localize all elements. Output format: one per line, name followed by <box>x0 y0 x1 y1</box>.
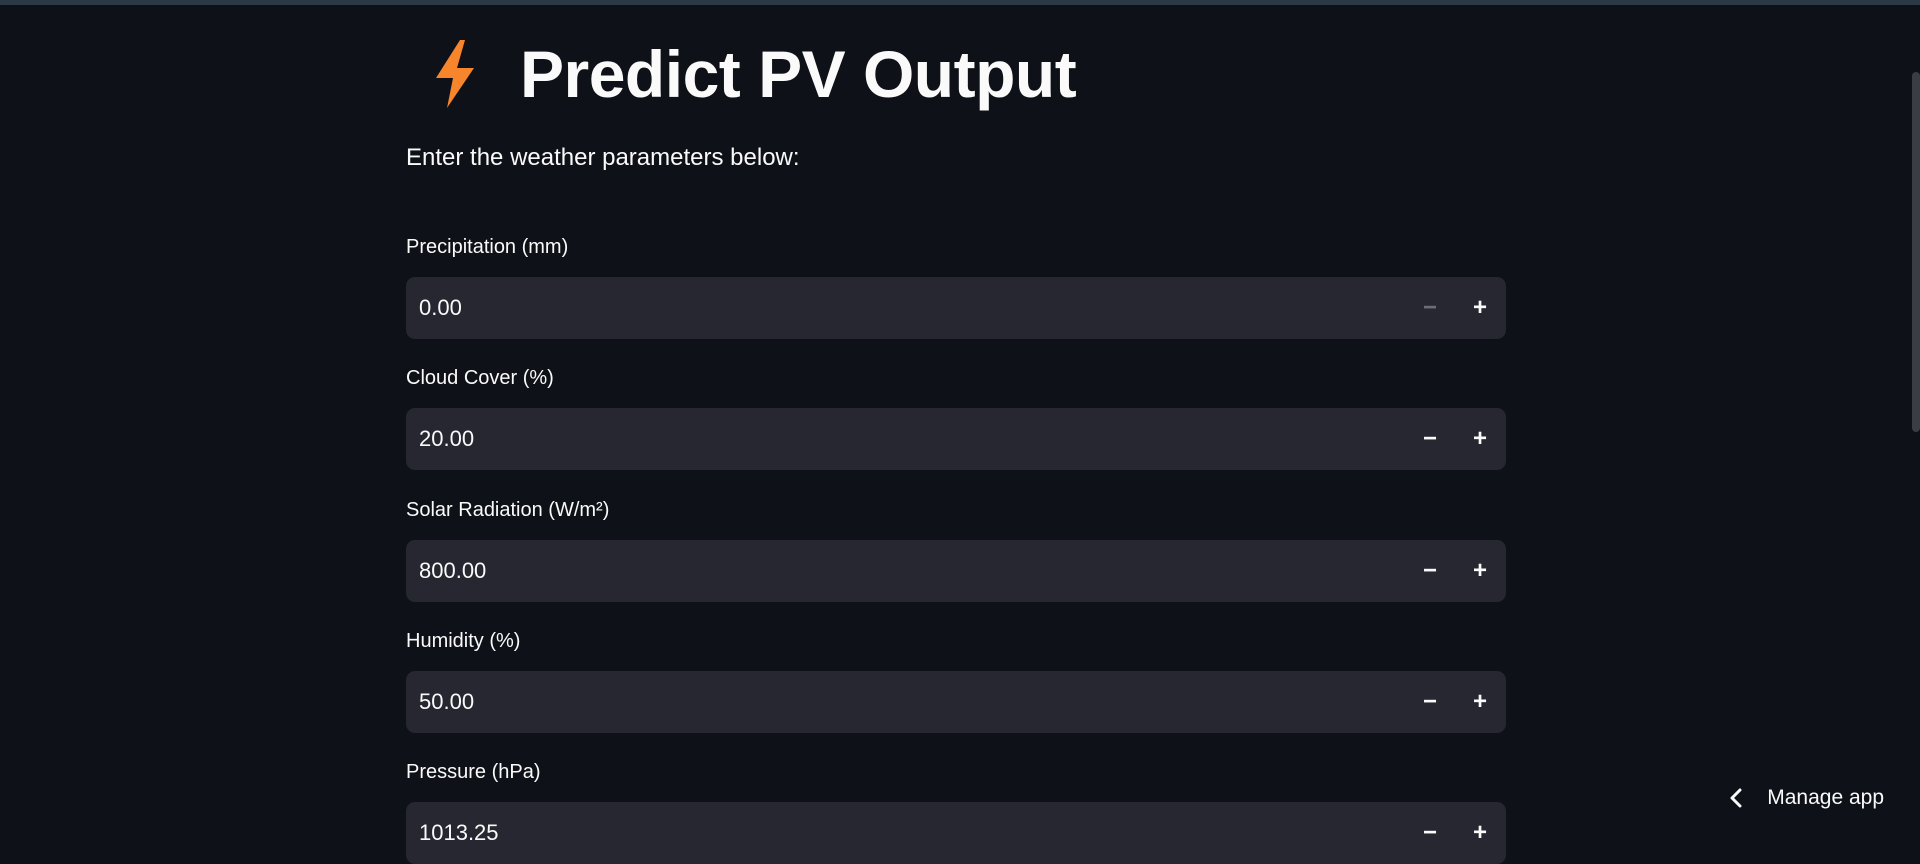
humidity-decrement-button[interactable]: − <box>1405 671 1455 733</box>
lightning-bolt-icon <box>430 38 480 110</box>
cloud-cover-input[interactable]: 20.00 <box>406 426 1405 452</box>
pressure-decrement-button[interactable]: − <box>1405 802 1455 864</box>
precipitation-decrement-button[interactable]: − <box>1405 277 1455 339</box>
cloud-cover-decrement-button[interactable]: − <box>1405 408 1455 470</box>
pressure-field: Pressure (hPa) 1013.25 − + <box>406 758 1506 864</box>
page-header: Predict PV Output <box>430 36 1076 112</box>
solar-radiation-label: Solar Radiation (W/m²) <box>406 496 1506 524</box>
instructions-text: Enter the weather parameters below: <box>406 144 800 172</box>
manage-app-label: Manage app <box>1767 786 1884 810</box>
page-scrollbar[interactable] <box>1912 72 1920 432</box>
page-title: Predict PV Output <box>520 36 1076 112</box>
solar-radiation-decrement-button[interactable]: − <box>1405 540 1455 602</box>
top-decoration-bar <box>0 0 1920 5</box>
humidity-increment-button[interactable]: + <box>1455 671 1505 733</box>
pressure-input[interactable]: 1013.25 <box>406 820 1405 846</box>
cloud-cover-field: Cloud Cover (%) 20.00 − + <box>406 364 1506 470</box>
precipitation-number-input: 0.00 − + <box>406 277 1506 339</box>
humidity-field: Humidity (%) 50.00 − + <box>406 627 1506 733</box>
chevron-left-icon <box>1727 787 1745 809</box>
solar-radiation-field: Solar Radiation (W/m²) 800.00 − + <box>406 496 1506 602</box>
pressure-increment-button[interactable]: + <box>1455 802 1505 864</box>
manage-app-button[interactable]: Manage app <box>1727 778 1884 818</box>
precipitation-field: Precipitation (mm) 0.00 − + <box>406 233 1506 339</box>
pressure-label: Pressure (hPa) <box>406 758 1506 786</box>
solar-radiation-increment-button[interactable]: + <box>1455 540 1505 602</box>
humidity-number-input: 50.00 − + <box>406 671 1506 733</box>
cloud-cover-label: Cloud Cover (%) <box>406 364 1506 392</box>
pressure-number-input: 1013.25 − + <box>406 802 1506 864</box>
cloud-cover-number-input: 20.00 − + <box>406 408 1506 470</box>
solar-radiation-input[interactable]: 800.00 <box>406 558 1405 584</box>
precipitation-label: Precipitation (mm) <box>406 233 1506 261</box>
cloud-cover-increment-button[interactable]: + <box>1455 408 1505 470</box>
precipitation-increment-button[interactable]: + <box>1455 277 1505 339</box>
humidity-input[interactable]: 50.00 <box>406 689 1405 715</box>
solar-radiation-number-input: 800.00 − + <box>406 540 1506 602</box>
precipitation-input[interactable]: 0.00 <box>406 295 1405 321</box>
humidity-label: Humidity (%) <box>406 627 1506 655</box>
